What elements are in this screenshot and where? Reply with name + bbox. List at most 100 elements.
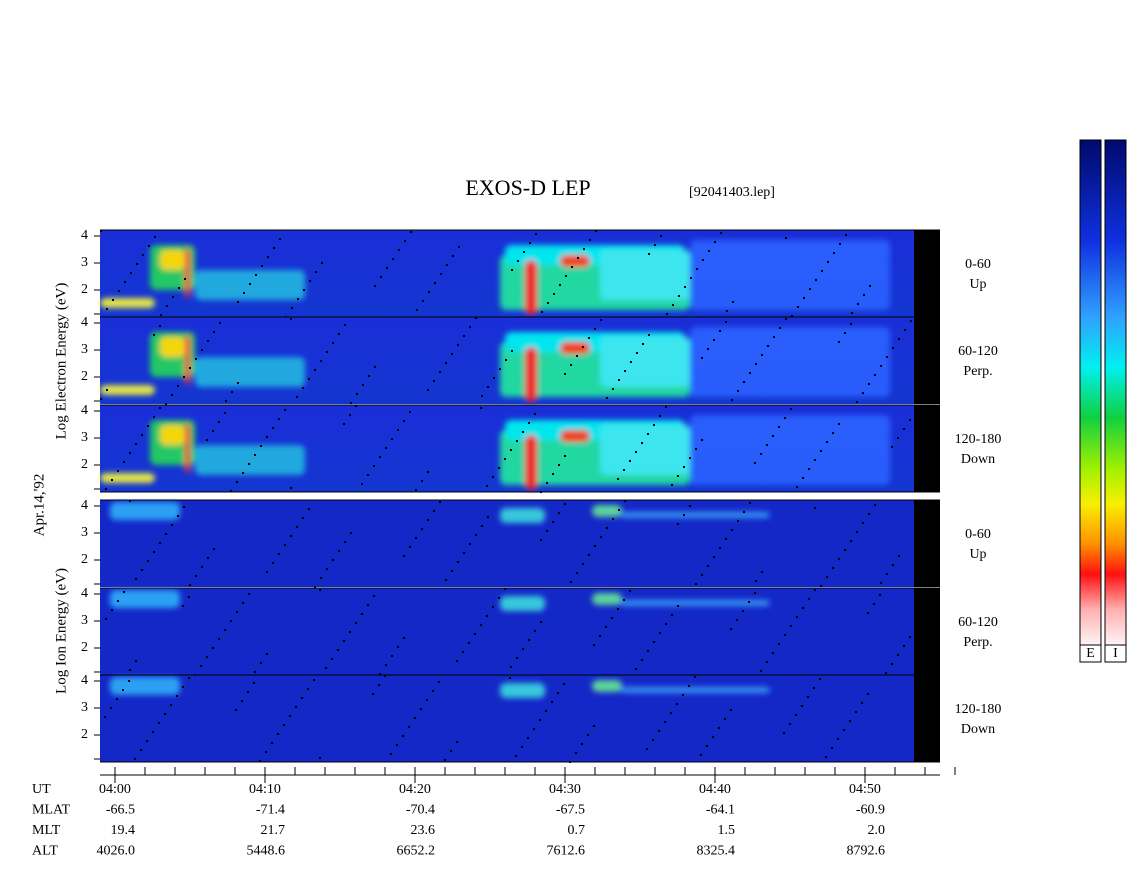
noise	[641, 442, 643, 444]
feature	[110, 502, 180, 520]
noise	[164, 713, 166, 715]
noise	[785, 318, 787, 320]
noise	[349, 414, 351, 416]
noise	[868, 383, 870, 385]
noise	[235, 709, 237, 711]
feature	[620, 600, 770, 606]
noise	[247, 691, 249, 693]
noise	[331, 658, 333, 660]
row-value: -64.1	[706, 803, 735, 818]
noise	[849, 720, 851, 722]
noise	[421, 528, 423, 530]
noise	[749, 372, 751, 374]
noise	[838, 423, 840, 425]
noise	[581, 743, 583, 745]
date: Apr.14,'92	[31, 474, 47, 537]
noise	[176, 695, 178, 697]
noise	[785, 237, 787, 239]
title: EXOS-D LEP	[465, 175, 590, 200]
noise	[552, 521, 554, 523]
noise	[445, 579, 447, 581]
row-value: 04:30	[549, 782, 581, 797]
noise	[421, 480, 423, 482]
noise	[265, 751, 267, 753]
noise	[332, 342, 334, 344]
noise	[766, 444, 768, 446]
row-label: MLT	[32, 823, 61, 838]
noise	[254, 671, 256, 673]
noise	[438, 681, 440, 683]
noise	[128, 680, 130, 682]
noise	[253, 682, 255, 684]
noise	[260, 662, 262, 664]
noise	[432, 690, 434, 692]
noise	[350, 402, 352, 404]
noise	[380, 276, 382, 278]
feature	[195, 445, 305, 475]
noise	[367, 604, 369, 606]
noise	[201, 566, 203, 568]
spectrogram-features	[100, 327, 890, 402]
noise	[874, 374, 876, 376]
noise	[838, 341, 840, 343]
noise	[188, 677, 190, 679]
noise	[772, 652, 774, 654]
noise	[892, 347, 894, 349]
noise	[892, 564, 894, 566]
noise	[732, 301, 734, 303]
y-tick-label: 3	[81, 255, 88, 270]
row-value: 04:50	[849, 782, 881, 797]
noise	[826, 441, 828, 443]
noise	[718, 727, 720, 729]
spectrogram-features	[100, 240, 890, 315]
row-value: -67.5	[556, 803, 585, 818]
noise	[237, 301, 239, 303]
noise	[594, 328, 596, 330]
row-label: UT	[32, 782, 51, 797]
noise	[510, 666, 512, 668]
noise	[516, 440, 518, 442]
noise	[422, 300, 424, 302]
no-data	[914, 317, 940, 404]
row-value: 7612.6	[547, 844, 586, 859]
row-value: -71.4	[256, 803, 285, 818]
noise	[516, 657, 518, 659]
noise	[575, 752, 577, 754]
noise	[498, 467, 500, 469]
noise	[582, 563, 584, 565]
noise	[409, 411, 411, 413]
noise	[551, 701, 553, 703]
noise	[272, 562, 274, 564]
noise	[683, 466, 685, 468]
noise	[666, 313, 668, 315]
noise	[385, 664, 387, 666]
noise	[397, 646, 399, 648]
noise	[171, 394, 173, 396]
feature	[195, 357, 305, 387]
noise	[850, 540, 852, 542]
noise	[886, 356, 888, 358]
y-tick-label: 2	[81, 552, 88, 567]
noise	[427, 471, 429, 473]
noise	[670, 712, 672, 714]
noise	[594, 545, 596, 547]
noise	[259, 760, 261, 762]
noise	[629, 460, 631, 462]
noise	[564, 455, 566, 457]
color-bar-label: I	[1113, 646, 1118, 661]
noise	[309, 280, 311, 282]
noise	[397, 429, 399, 431]
noise	[159, 407, 161, 409]
noise	[326, 568, 328, 570]
noise	[910, 320, 912, 322]
noise	[231, 391, 233, 393]
feature	[500, 683, 545, 698]
noise	[743, 381, 745, 383]
noise	[254, 454, 256, 456]
noise	[904, 329, 906, 331]
noise	[677, 605, 679, 607]
noise	[760, 453, 762, 455]
color-bar-key	[1079, 644, 1102, 663]
noise	[426, 699, 428, 701]
noise	[207, 557, 209, 559]
